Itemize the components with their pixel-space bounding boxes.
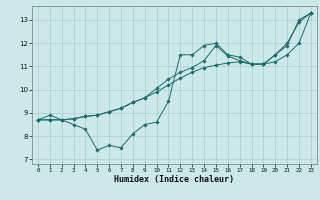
X-axis label: Humidex (Indice chaleur): Humidex (Indice chaleur) — [115, 175, 234, 184]
